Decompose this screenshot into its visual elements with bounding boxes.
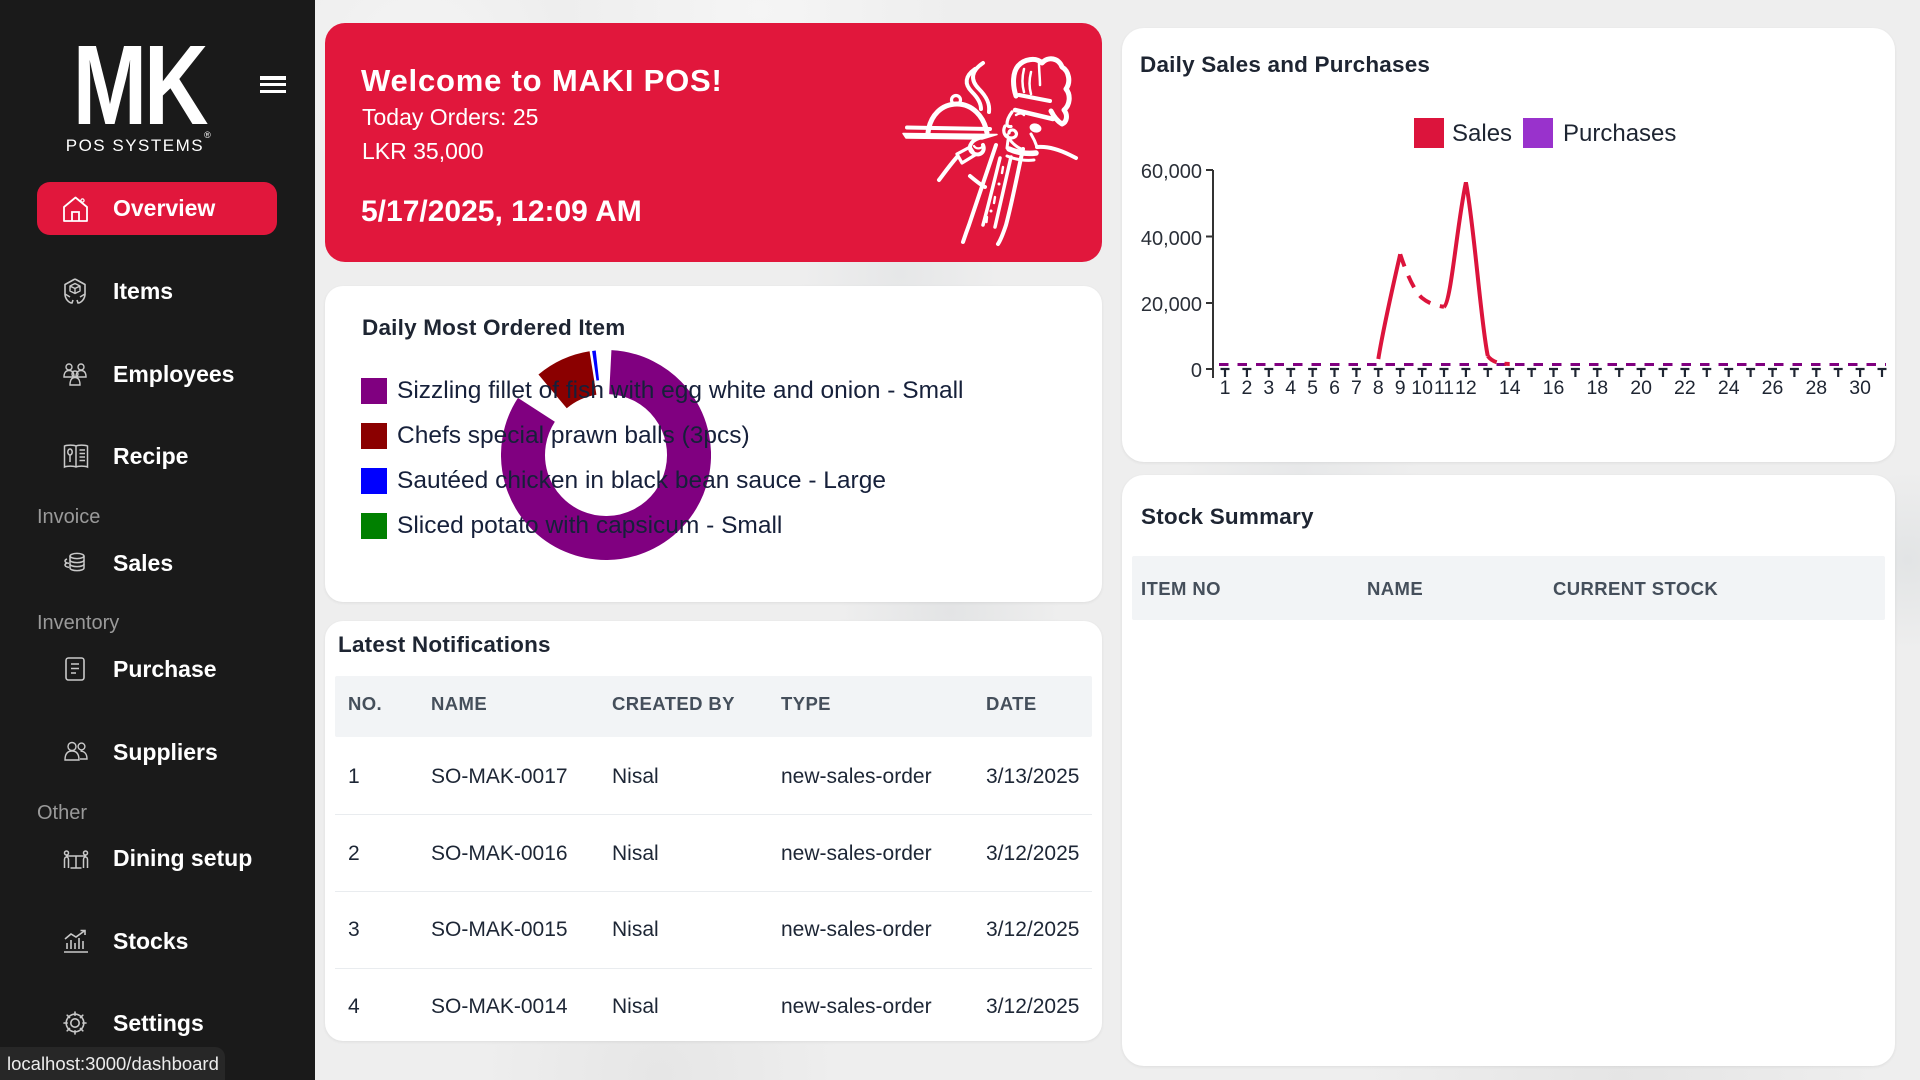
svg-text:60,000: 60,000 [1141,161,1202,183]
svg-text:14: 14 [1499,377,1521,399]
svg-text:3: 3 [1263,377,1274,399]
svg-text:20: 20 [1630,377,1652,399]
svg-text:10: 10 [1411,377,1433,399]
svg-text:11: 11 [1434,377,1454,399]
svg-text:5: 5 [1307,377,1318,399]
svg-text:22: 22 [1674,377,1696,399]
svg-text:8: 8 [1373,377,1384,399]
svg-text:Purchases: Purchases [1563,120,1676,147]
svg-text:16: 16 [1543,377,1565,399]
svg-text:20,000: 20,000 [1141,294,1202,316]
svg-text:24: 24 [1718,377,1740,399]
svg-text:30: 30 [1849,377,1871,399]
svg-text:2: 2 [1241,377,1252,399]
svg-text:0: 0 [1191,360,1202,382]
svg-text:1: 1 [1220,377,1231,399]
svg-text:40,000: 40,000 [1141,228,1202,250]
svg-text:18: 18 [1586,377,1608,399]
svg-text:9: 9 [1395,377,1406,399]
svg-text:12: 12 [1455,377,1477,399]
svg-text:4: 4 [1285,377,1296,399]
svg-text:Sales: Sales [1452,120,1512,147]
svg-text:26: 26 [1762,377,1784,399]
svg-text:28: 28 [1805,377,1827,399]
svg-text:7: 7 [1351,377,1362,399]
svg-text:6: 6 [1329,377,1340,399]
